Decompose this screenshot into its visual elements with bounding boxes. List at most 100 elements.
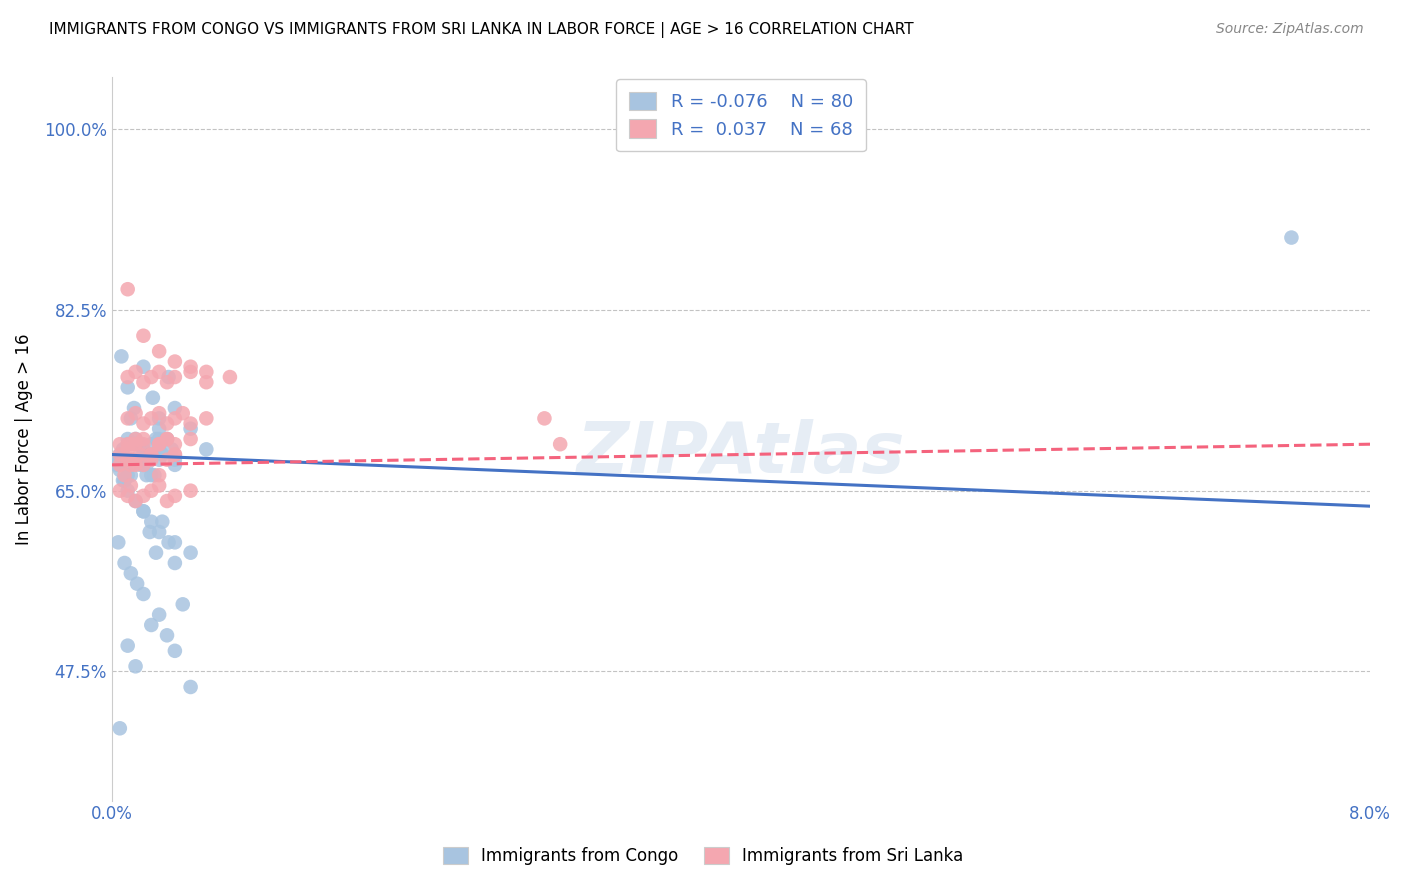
Point: [114, 468, 136, 483]
Point: [120, 458, 142, 472]
Point: [141, 618, 163, 632]
Point: [163, 535, 186, 549]
Point: [141, 448, 163, 462]
Point: [145, 546, 167, 560]
Point: [141, 452, 163, 467]
Point: [148, 432, 170, 446]
Point: [163, 448, 186, 462]
Point: [163, 556, 186, 570]
Point: [135, 468, 157, 483]
Point: [132, 448, 155, 462]
Point: [156, 494, 179, 508]
Point: [163, 452, 186, 467]
Point: [148, 442, 170, 457]
Point: [135, 458, 157, 472]
Point: [180, 417, 202, 431]
Point: [132, 432, 155, 446]
Point: [120, 452, 142, 467]
Point: [132, 417, 155, 431]
Point: [129, 437, 152, 451]
Point: [124, 437, 146, 451]
Point: [195, 375, 218, 389]
Point: [114, 556, 136, 570]
Point: [180, 483, 202, 498]
Point: [107, 535, 129, 549]
Point: [172, 597, 194, 611]
Point: [148, 607, 170, 622]
Point: [219, 370, 242, 384]
Point: [108, 437, 131, 451]
Point: [124, 494, 146, 508]
Point: [117, 432, 139, 446]
Legend: Immigrants from Congo, Immigrants from Sri Lanka: Immigrants from Congo, Immigrants from S…: [433, 837, 973, 875]
Point: [180, 432, 202, 446]
Point: [108, 463, 131, 477]
Y-axis label: In Labor Force | Age > 16: In Labor Force | Age > 16: [15, 334, 32, 545]
Point: [548, 437, 571, 451]
Point: [156, 432, 179, 446]
Text: Source: ZipAtlas.com: Source: ZipAtlas.com: [1216, 22, 1364, 37]
Point: [124, 458, 146, 472]
Point: [117, 411, 139, 425]
Point: [132, 458, 155, 472]
Point: [148, 524, 170, 539]
Point: [124, 432, 146, 446]
Point: [163, 489, 186, 503]
Point: [114, 474, 136, 488]
Point: [120, 411, 142, 425]
Point: [120, 566, 142, 581]
Point: [117, 437, 139, 451]
Point: [138, 524, 160, 539]
Point: [156, 432, 179, 446]
Point: [1281, 230, 1303, 244]
Point: [145, 432, 167, 446]
Point: [163, 437, 186, 451]
Legend: R = -0.076    N = 80, R =  0.037    N = 68: R = -0.076 N = 80, R = 0.037 N = 68: [616, 79, 866, 152]
Text: IMMIGRANTS FROM CONGO VS IMMIGRANTS FROM SRI LANKA IN LABOR FORCE | AGE > 16 COR: IMMIGRANTS FROM CONGO VS IMMIGRANTS FROM…: [49, 22, 914, 38]
Point: [132, 359, 155, 374]
Point: [110, 350, 132, 364]
Point: [111, 442, 134, 457]
Point: [141, 448, 163, 462]
Point: [195, 411, 218, 425]
Point: [156, 628, 179, 642]
Point: [141, 483, 163, 498]
Point: [132, 504, 155, 518]
Point: [163, 458, 186, 472]
Point: [107, 452, 129, 467]
Point: [132, 489, 155, 503]
Point: [148, 422, 170, 436]
Point: [124, 406, 146, 420]
Point: [124, 659, 146, 673]
Point: [163, 644, 186, 658]
Point: [117, 483, 139, 498]
Point: [136, 448, 159, 462]
Point: [108, 452, 131, 467]
Point: [124, 365, 146, 379]
Point: [148, 437, 170, 451]
Point: [160, 442, 183, 457]
Point: [148, 406, 170, 420]
Point: [148, 365, 170, 379]
Point: [129, 448, 152, 462]
Point: [180, 359, 202, 374]
Point: [141, 437, 163, 451]
Point: [143, 468, 166, 483]
Point: [156, 432, 179, 446]
Point: [533, 411, 555, 425]
Point: [180, 546, 202, 560]
Point: [141, 370, 163, 384]
Point: [163, 448, 186, 462]
Point: [132, 437, 155, 451]
Point: [180, 365, 202, 379]
Point: [117, 282, 139, 296]
Point: [148, 468, 170, 483]
Point: [163, 370, 186, 384]
Point: [163, 411, 186, 425]
Point: [157, 370, 180, 384]
Point: [124, 494, 146, 508]
Point: [105, 458, 128, 472]
Point: [195, 442, 218, 457]
Text: ZIPAtlas: ZIPAtlas: [576, 419, 905, 488]
Point: [117, 442, 139, 457]
